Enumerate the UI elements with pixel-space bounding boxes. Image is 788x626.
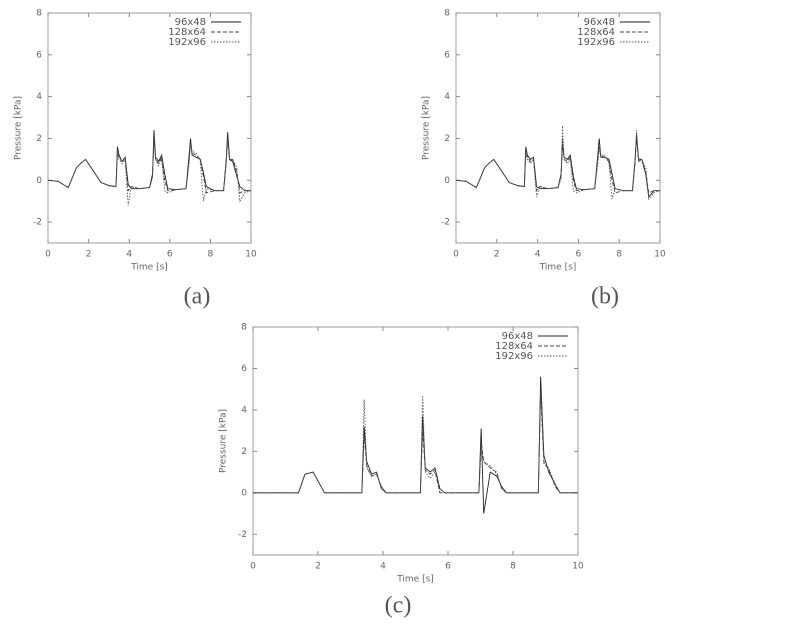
series-line: [253, 389, 578, 493]
x-tick-label: 6: [167, 250, 173, 260]
x-tick-label: 0: [45, 250, 51, 260]
series-line: [48, 136, 251, 192]
series-line: [48, 130, 251, 191]
y-tick-label: 4: [444, 92, 450, 102]
y-tick-label: 6: [444, 50, 450, 60]
legend-label: 192x96: [577, 37, 615, 48]
y-tick-label: 4: [36, 92, 42, 102]
y-tick-label: 8: [36, 9, 42, 19]
series-line: [456, 126, 660, 199]
x-tick-label: 6: [445, 562, 451, 572]
x-tick-label: 8: [616, 250, 622, 260]
y-tick-label: 0: [241, 488, 247, 498]
caption: (b): [591, 284, 619, 310]
x-tick-label: 0: [453, 250, 459, 260]
x-tick-label: 2: [86, 250, 92, 260]
caption: (c): [385, 593, 412, 619]
series-line: [48, 141, 251, 206]
y-tick-label: 0: [36, 176, 42, 186]
plot-frame: [48, 13, 251, 243]
y-axis-label: Pressure [kPa]: [219, 409, 229, 473]
series-line: [253, 393, 578, 492]
x-tick-label: 6: [576, 250, 582, 260]
x-axis-label: Time [s]: [539, 263, 577, 273]
y-axis-label: Pressure [kPa]: [14, 96, 24, 160]
y-tick-label: 8: [241, 323, 247, 333]
y-tick-label: 8: [444, 9, 450, 19]
x-tick-label: 4: [126, 250, 132, 260]
x-tick-label: 8: [510, 562, 516, 572]
x-tick-label: 10: [654, 250, 666, 260]
legend-label: 192x96: [168, 37, 206, 48]
y-tick-label: -2: [238, 530, 247, 540]
x-tick-label: 0: [250, 562, 256, 572]
x-axis-label: Time [s]: [130, 263, 168, 273]
plot-frame: [456, 13, 660, 243]
y-tick-label: 0: [444, 176, 450, 186]
y-tick-label: -2: [441, 218, 450, 228]
y-tick-label: 2: [36, 134, 42, 144]
y-tick-label: 6: [241, 364, 247, 374]
caption: (a): [184, 284, 211, 310]
y-tick-label: 4: [241, 405, 247, 415]
x-tick-label: 4: [380, 562, 386, 572]
x-tick-label: 10: [572, 562, 584, 572]
figure: -2024680246810Time [s]Pressure [kPa]96x4…: [0, 0, 788, 626]
x-tick-label: 2: [494, 250, 500, 260]
x-tick-label: 4: [535, 250, 541, 260]
y-tick-label: 2: [444, 134, 450, 144]
y-tick-label: -2: [33, 218, 42, 228]
y-tick-label: 2: [241, 447, 247, 457]
y-tick-label: 6: [36, 50, 42, 60]
x-tick-label: 8: [208, 250, 214, 260]
legend-label: 192x96: [495, 351, 533, 362]
y-axis-label: Pressure [kPa]: [422, 96, 432, 160]
x-axis-label: Time [s]: [396, 575, 434, 585]
x-tick-label: 10: [245, 250, 257, 260]
x-tick-label: 2: [315, 562, 321, 572]
